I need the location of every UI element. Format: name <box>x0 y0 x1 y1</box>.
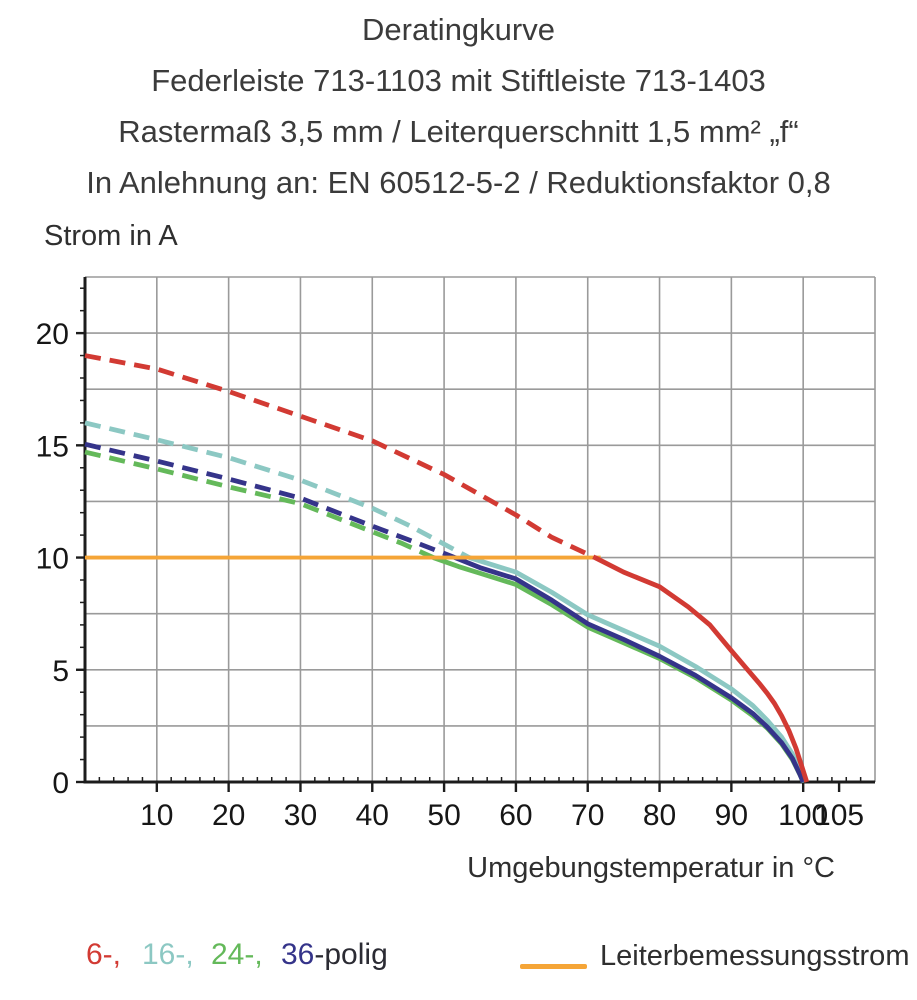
series-6-polig <box>84 353 810 783</box>
series-6-polig-dashed <box>84 353 596 560</box>
x-axis-label: Umgebungstemperatur in °C <box>467 852 835 884</box>
y-tick-label-20: 20 <box>36 318 69 351</box>
x-tick-label-105: 105 <box>814 799 864 832</box>
x-tick-label-70: 70 <box>571 799 604 832</box>
series-36-polig-dashed <box>84 441 456 560</box>
y-tick-labels: 0 5 10 15 20 <box>36 318 69 800</box>
x-tick-label-50: 50 <box>427 799 460 832</box>
series-6-polig-solid <box>593 555 810 783</box>
chart-subtitle-spec: Rastermaß 3,5 mm / Leiterquerschnitt 1,5… <box>118 114 799 149</box>
legend-item-36-polig: 36-polig <box>281 938 388 972</box>
y-axis-label: Strom in A <box>44 220 178 252</box>
x-tick-label-20: 20 <box>212 799 245 832</box>
x-tick-label-30: 30 <box>284 799 317 832</box>
y-tick-label-15: 15 <box>36 430 69 463</box>
legend-item-16-polig: 16-, <box>142 938 194 971</box>
x-tick-label-100: 100 <box>778 799 828 832</box>
legend-item-36-number: 36 <box>281 938 315 971</box>
chart-grid <box>85 276 876 782</box>
series-16-polig <box>84 420 807 784</box>
x-tick-label-40: 40 <box>356 799 389 832</box>
chart-subtitle-standard: In Anlehnung an: EN 60512-5-2 / Reduktio… <box>86 165 831 200</box>
title-block: Deratingkurve Federleiste 713-1103 mit S… <box>0 4 917 208</box>
legend-item-24-polig: 24-, <box>211 938 263 971</box>
major-ticks <box>76 331 841 792</box>
series-16-polig-solid <box>468 555 807 784</box>
y-tick-label-10: 10 <box>36 543 69 576</box>
x-tick-label-10: 10 <box>140 799 173 832</box>
series-36-polig <box>84 441 806 783</box>
y-tick-label-5: 5 <box>52 655 69 688</box>
legend-polig-suffix: -polig <box>314 938 388 971</box>
legend-item-6-polig: 6-, <box>86 938 122 971</box>
y-tick-label-0: 0 <box>52 767 69 800</box>
x-tick-label-60: 60 <box>499 799 532 832</box>
series-24-polig-dashed <box>84 449 435 560</box>
series-16-polig-dashed <box>84 420 471 560</box>
x-tick-label-80: 80 <box>643 799 676 832</box>
x-tick-label-90: 90 <box>715 799 748 832</box>
chart-title: Deratingkurve <box>362 12 555 47</box>
chart-subtitle-product: Federleiste 713-1103 mit Stiftleiste 713… <box>151 63 766 98</box>
series-36-polig-solid <box>453 555 806 783</box>
legend-rated-current-label: Leiterbemessungsstrom <box>600 940 910 972</box>
rated-current-line-swatch <box>520 964 587 969</box>
